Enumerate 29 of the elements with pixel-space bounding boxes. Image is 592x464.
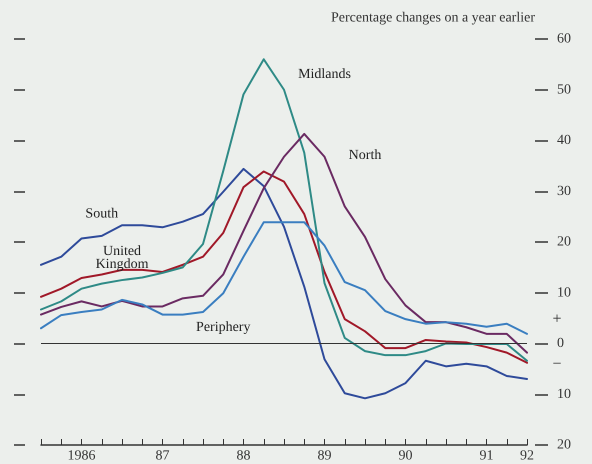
line-series <box>40 170 528 364</box>
text: − <box>552 355 562 372</box>
x-tick-label: 90 <box>398 448 412 464</box>
y-tick-label: 50 <box>557 82 571 98</box>
y-tick-label: 10 <box>557 285 571 300</box>
series-label: United Kingdom <box>96 244 149 272</box>
y-tick-label: 40 <box>557 133 571 148</box>
line-series <box>40 168 528 400</box>
line-series <box>40 221 528 335</box>
x-tick-label: 91 <box>480 448 494 464</box>
series-label: North <box>348 148 382 164</box>
y-axis-title: Percentage changes on a year earlier <box>330 10 536 26</box>
series-label: Midlands <box>298 67 351 82</box>
text: + <box>552 310 562 328</box>
line-series <box>40 132 528 354</box>
y-tick-label: 20 <box>557 438 571 452</box>
y-tick-label: 10 <box>557 386 571 402</box>
y-tick-label: 20 <box>557 234 571 250</box>
x-tick-label: 88 <box>236 448 250 464</box>
x-tick-label: 1986 <box>68 448 96 464</box>
series-label: Periphery <box>196 320 250 335</box>
series-label: South <box>85 206 118 222</box>
line-series <box>40 58 528 362</box>
y-tick-label: 60 <box>557 32 571 46</box>
y-tick-label: 0 <box>557 336 564 351</box>
x-tick-label: 87 <box>156 448 170 464</box>
y-tick-label: 30 <box>557 184 571 199</box>
x-tick-label: 92 <box>520 448 534 464</box>
x-tick-label: 89 <box>318 448 332 464</box>
